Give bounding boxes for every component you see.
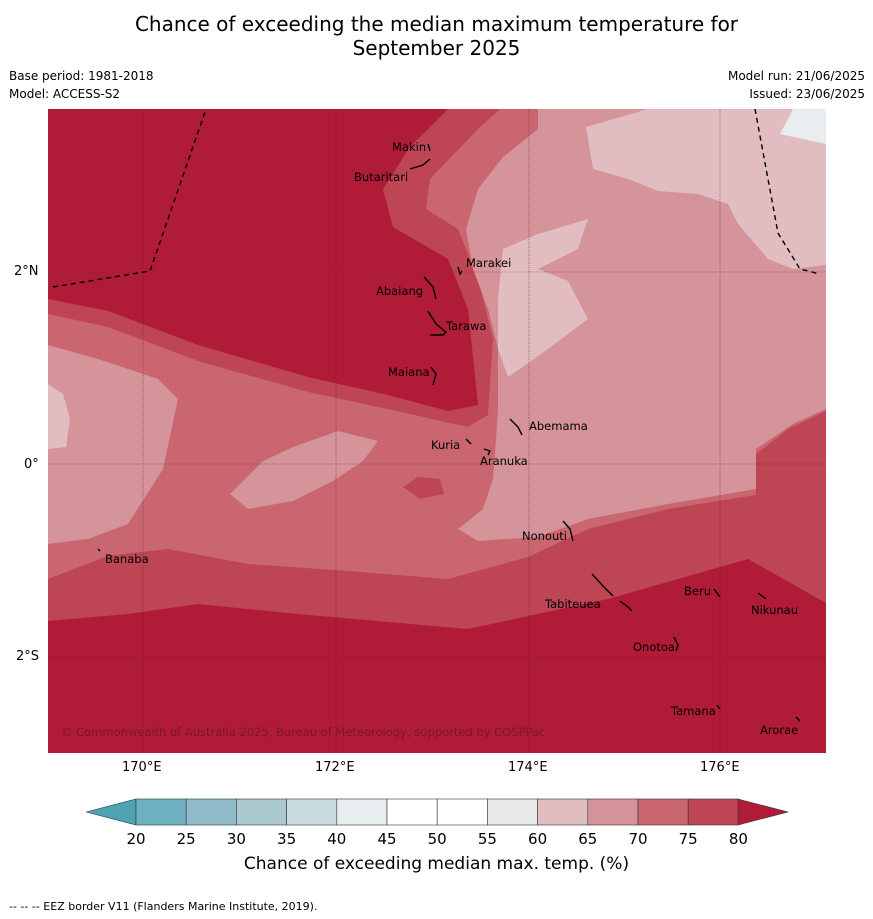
colorbar-over-arrow — [737, 798, 790, 826]
band-60-65-ne — [586, 109, 826, 269]
issued-text: Issued: 23/06/2025 — [749, 87, 865, 101]
label-aranuka: Aranuka — [480, 454, 528, 468]
colorbar: 20 25 30 35 40 45 50 55 60 65 70 75 80 — [86, 798, 790, 848]
lon-label-176e: 176°E — [700, 760, 740, 775]
colorbar-cell — [487, 798, 538, 826]
base-period-text: Base period: 1981-2018 — [9, 69, 154, 83]
label-abaiang: Abaiang — [376, 284, 423, 298]
label-nikunau: Nikunau — [751, 603, 798, 617]
probability-map: Makin Butaritari Marakei Abaiang Tarawa … — [48, 109, 826, 753]
colorbar-cell — [687, 798, 739, 826]
eez-border — [52, 109, 821, 288]
label-banaba: Banaba — [105, 552, 149, 566]
colorbar-cells — [135, 798, 739, 826]
gridlines — [48, 109, 826, 753]
label-marakei: Marakei — [466, 256, 511, 270]
colorbar-under-arrow — [86, 798, 137, 826]
colorbar-tick-label: 55 — [478, 830, 497, 848]
island-shapes — [97, 143, 801, 722]
island-labels: Makin Butaritari Marakei Abaiang Tarawa … — [105, 140, 798, 737]
colorbar-cell — [436, 798, 488, 826]
colorbar-cell — [537, 798, 589, 826]
colorbar-tick-label: 50 — [428, 830, 447, 848]
colorbar-tick-label: 30 — [227, 830, 246, 848]
colorbar-tick-label: 45 — [377, 830, 396, 848]
colorbar-tick-label: 35 — [277, 830, 296, 848]
blob-75-80 — [403, 477, 444, 499]
model-text: Model: ACCESS-S2 — [9, 87, 121, 101]
colorbar-ticks: 20 25 30 35 40 45 50 55 60 65 70 75 80 — [126, 830, 747, 848]
label-makin: Makin — [392, 140, 426, 154]
label-nonouti: Nonouti — [522, 529, 567, 543]
colorbar-cell — [637, 798, 689, 826]
colorbar-tick-label: 20 — [126, 830, 145, 848]
meta-left: Base period: 1981-2018 Model: ACCESS-S2 — [9, 67, 154, 103]
colorbar-cell — [336, 798, 388, 826]
band-60-65-center — [498, 219, 588, 377]
label-kuria: Kuria — [431, 438, 460, 452]
copyright-text: © Commonwealth of Australia 2025, Bureau… — [61, 725, 545, 739]
colorbar-tick-label: 40 — [327, 830, 346, 848]
label-tamana: Tamana — [670, 704, 716, 718]
band-60-65-west — [48, 384, 70, 449]
colorbar-cell — [185, 798, 237, 826]
lon-label-174e: 174°E — [508, 760, 548, 775]
label-tabiteuea: Tabiteuea — [544, 597, 601, 611]
colorbar-title: Chance of exceeding median max. temp. (%… — [243, 854, 630, 874]
colorbar-cell — [236, 798, 287, 826]
colorbar-tick-label: 70 — [628, 830, 647, 848]
colorbar-cell — [286, 798, 338, 826]
lon-label-170e: 170°E — [122, 760, 162, 775]
lat-label-2s: 2°S — [16, 649, 40, 664]
colorbar-cell — [587, 798, 639, 826]
band-40-45-corner — [780, 109, 826, 144]
label-tarawa: Tarawa — [445, 319, 486, 333]
colorbar-tick-label: 80 — [729, 830, 748, 848]
lon-label-172e: 172°E — [315, 760, 355, 775]
band-65-70 — [48, 345, 178, 544]
colorbar-cell — [135, 798, 187, 826]
colorbar-tick-label: 75 — [679, 830, 698, 848]
lat-label-0: 0° — [24, 457, 39, 472]
label-beru: Beru — [684, 584, 711, 598]
colorbar-cell — [386, 798, 438, 826]
colorbar-tick-label: 65 — [578, 830, 597, 848]
label-butaritari: Butaritari — [354, 170, 408, 184]
label-abemama: Abemama — [529, 419, 588, 433]
band-65-70-east — [458, 109, 826, 541]
footnote: -- -- -- EEZ border V11 (Flanders Marine… — [9, 900, 318, 913]
title-line-2: September 2025 — [352, 36, 521, 60]
title-line-1: Chance of exceeding the median maximum t… — [134, 12, 739, 36]
label-maiana: Maiana — [388, 365, 430, 379]
meta-right: Model run: 21/06/2025 Issued: 23/06/2025 — [728, 67, 865, 103]
model-run-text: Model run: 21/06/2025 — [727, 69, 865, 83]
band-65-70-center — [230, 431, 378, 509]
lat-label-2n: 2°N — [14, 264, 39, 279]
colorbar-tick-label: 25 — [177, 830, 196, 848]
label-arorae: Arorae — [760, 723, 798, 737]
label-onotoa: Onotoa — [633, 640, 675, 654]
chart-title: Chance of exceeding the median maximum t… — [0, 12, 873, 60]
colorbar-tick-label: 60 — [528, 830, 547, 848]
